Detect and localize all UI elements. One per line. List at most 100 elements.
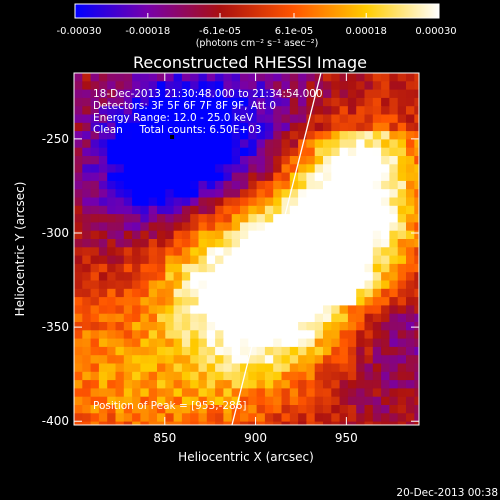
heatmap-cell (198, 197, 208, 207)
heatmap-cell (381, 421, 390, 425)
heatmap-cell (157, 164, 166, 174)
heatmap-cell (98, 131, 108, 140)
heatmap-cell (289, 405, 299, 414)
heatmap-cell (389, 330, 399, 340)
heatmap-cell (248, 396, 258, 406)
heatmap-cell (74, 172, 83, 182)
heatmap-cell (98, 263, 108, 273)
heatmap-cell (190, 355, 200, 365)
heatmap-cell (289, 346, 299, 356)
heatmap-cell (381, 205, 390, 215)
heatmap-cell (173, 197, 183, 207)
heatmap-cell (306, 396, 316, 406)
heatmap-cell (372, 214, 382, 223)
heatmap-cell (256, 214, 266, 223)
heatmap-cell (123, 131, 133, 140)
heatmap-cell (273, 255, 283, 265)
heatmap-cell (389, 272, 399, 282)
heatmap-cell (165, 280, 175, 290)
heatmap-cell (123, 214, 133, 223)
heatmap-cell (256, 346, 266, 356)
heatmap-cell (98, 139, 108, 149)
heatmap-cell (82, 313, 92, 323)
heatmap-cell (248, 263, 258, 273)
heatmap-cell (215, 380, 224, 389)
heatmap-cell (339, 346, 349, 356)
heatmap-cell (107, 255, 117, 265)
heatmap-cell (306, 413, 316, 423)
heatmap-cell (165, 371, 175, 381)
heatmap-cell (314, 189, 324, 199)
heatmap-cell (364, 338, 374, 348)
heatmap-cell (314, 322, 324, 331)
heatmap-cell (298, 272, 307, 282)
heatmap-cell (381, 139, 390, 149)
heatmap-cell (381, 197, 390, 207)
heatmap-cell (314, 172, 324, 182)
heatmap-cell (339, 197, 349, 207)
heatmap-cell (264, 89, 274, 99)
heatmap-cell (323, 413, 332, 423)
heatmap-cell (306, 147, 316, 157)
heatmap-cell (281, 156, 291, 165)
heatmap-cell (90, 413, 100, 423)
heatmap-cell (339, 405, 349, 414)
heatmap-cell (414, 338, 419, 348)
heatmap-cell (264, 263, 274, 273)
heatmap-cell (206, 388, 216, 398)
heatmap-cell (281, 305, 291, 315)
heatmap-cell (140, 114, 150, 124)
heatmap-cell (323, 363, 332, 373)
heatmap-cell (306, 371, 316, 381)
heatmap-cell (115, 313, 125, 323)
heatmap-cell (165, 205, 175, 215)
heatmap-cell (157, 139, 166, 149)
heatmap-cell (298, 156, 307, 165)
heatmap-cell (289, 288, 299, 298)
heatmap-cell (231, 330, 241, 340)
heatmap-cell (289, 239, 299, 248)
heatmap-cell (389, 156, 399, 165)
heatmap-cell (148, 222, 158, 232)
heatmap-cell (165, 230, 175, 240)
heatmap-cell (115, 297, 125, 306)
colorbar (74, 3, 440, 19)
heatmap-cell (190, 280, 200, 290)
heatmap-cell (123, 280, 133, 290)
heatmap-cell (314, 81, 324, 91)
heatmap-cell (82, 405, 92, 414)
heatmap-cell (256, 322, 266, 331)
heatmap-cell (314, 255, 324, 265)
heatmap-cell (356, 230, 366, 240)
heatmap-cell (165, 197, 175, 207)
heatmap-cell (107, 355, 117, 365)
heatmap-cell (331, 363, 341, 373)
heatmap-cell (356, 180, 366, 190)
heatmap-cell (414, 247, 419, 257)
heatmap-cell (406, 122, 415, 132)
heatmap-cell (173, 396, 183, 406)
heatmap-cell (198, 205, 208, 215)
heatmap-cell (323, 156, 332, 165)
heatmap-cell (74, 396, 83, 406)
heatmap-cell (206, 81, 216, 91)
heatmap-cell (148, 288, 158, 298)
heatmap-cell (372, 139, 382, 149)
heatmap-cell (381, 247, 390, 257)
heatmap-cell (289, 106, 299, 116)
heatmap-cell (140, 330, 150, 340)
heatmap-cell (248, 106, 258, 116)
heatmap-cell (281, 180, 291, 190)
heatmap-cell (406, 330, 415, 340)
heatmap-cell (406, 205, 415, 215)
heatmap-cell (397, 338, 407, 348)
heatmap-cell (306, 139, 316, 149)
heatmap-cell (140, 97, 150, 107)
x-tick-label: 950 (335, 431, 358, 445)
heatmap-cell (123, 189, 133, 199)
heatmap-cell (132, 106, 141, 116)
heatmap-cell (356, 330, 366, 340)
heatmap-cell (90, 371, 100, 381)
heatmap-cell (406, 139, 415, 149)
heatmap-cell (223, 322, 233, 331)
